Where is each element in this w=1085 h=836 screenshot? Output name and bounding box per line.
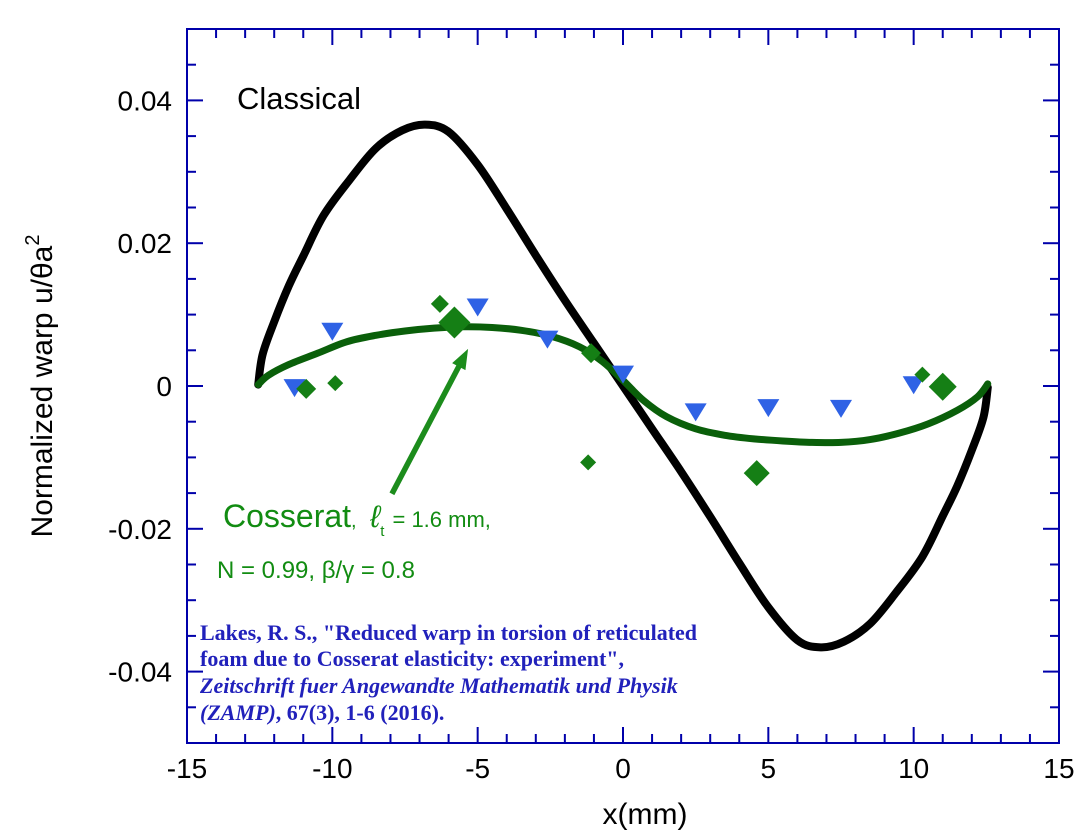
- diamond-data-point: [928, 372, 957, 401]
- classical-curve: [254, 120, 992, 652]
- triangle-data-point: [902, 376, 925, 395]
- y-axis-label-main: Normalized warp u/θa: [26, 245, 59, 537]
- arrow-head: [452, 348, 469, 371]
- cosserat-arrow: [389, 348, 469, 496]
- citation-line3: Zeitschrift fuer Angewandte Mathematik u…: [199, 673, 678, 698]
- y-tick-label: 0: [156, 371, 172, 402]
- x-tick-label: -10: [312, 753, 352, 784]
- diamond-data-point: [296, 378, 317, 399]
- triangle-data-point: [466, 298, 489, 317]
- cosserat-label: Cosserat, ℓt = 1.6 mm,: [223, 498, 491, 540]
- axis-ticks: [188, 30, 1058, 742]
- cosserat-curve: [254, 323, 992, 447]
- diamond-data-point: [581, 343, 602, 364]
- cosserat-label-value: = 1.6 mm,: [386, 507, 491, 532]
- cosserat-label-subscript: t: [380, 523, 385, 540]
- x-tick-label: 15: [1043, 753, 1074, 784]
- data-markers: [283, 294, 957, 487]
- x-axis-label: x(mm): [603, 798, 688, 831]
- plot-frame: [186, 28, 1060, 744]
- diamond-data-point: [580, 454, 597, 471]
- diamond-data-point: [914, 366, 931, 383]
- cosserat-params-label: N = 0.99, β/γ = 0.8: [217, 557, 415, 584]
- cosserat-label-comma: ,: [351, 510, 362, 532]
- triangle-data-point: [684, 403, 707, 422]
- citation-line1: Lakes, R. S., "Reduced warp in torsion o…: [200, 620, 697, 645]
- classical-label: Classical: [237, 81, 361, 116]
- y-axis-label: Normalized warp u/θa2: [22, 235, 59, 538]
- diamond-data-point: [327, 375, 344, 392]
- x-tick-label: -15: [167, 753, 207, 784]
- cosserat-label-name: Cosserat: [223, 498, 351, 534]
- y-tick-label: -0.02: [108, 514, 172, 545]
- citation-line4: (ZAMP), 67(3), 1-6 (2016).: [200, 700, 444, 725]
- x-tick-label: 0: [615, 753, 631, 784]
- y-axis-label-superscript: 2: [22, 235, 44, 246]
- triangle-data-point: [757, 399, 780, 418]
- y-tick-label: 0.04: [118, 85, 173, 116]
- x-tick-label: -5: [465, 753, 490, 784]
- triangle-data-point: [830, 399, 852, 418]
- x-tick-label: 5: [761, 753, 777, 784]
- triangle-data-point: [283, 379, 306, 398]
- diamond-data-point: [438, 306, 471, 339]
- diamond-data-point: [430, 294, 449, 313]
- y-tick-label: -0.04: [108, 657, 172, 688]
- diamond-data-point: [743, 460, 770, 487]
- y-tick-labels: 0.04 0.02 0 -0.02 -0.04: [108, 85, 172, 687]
- citation-line2: foam due to Cosserat elasticity: experim…: [200, 646, 624, 671]
- cosserat-label-ell: ℓ: [369, 499, 382, 534]
- triangle-data-point: [321, 322, 344, 341]
- triangle-data-point: [612, 365, 634, 384]
- triangle-data-point: [536, 330, 559, 349]
- x-tick-label: 10: [898, 753, 929, 784]
- citation-issue: , 67(3), 1-6 (2016).: [276, 700, 445, 725]
- citation-journal-abbr: (ZAMP): [200, 700, 276, 725]
- y-tick-label: 0.02: [118, 228, 173, 259]
- x-tick-labels: -15 -10 -5 0 5 10 15: [167, 753, 1075, 784]
- arrow-shaft: [389, 359, 464, 496]
